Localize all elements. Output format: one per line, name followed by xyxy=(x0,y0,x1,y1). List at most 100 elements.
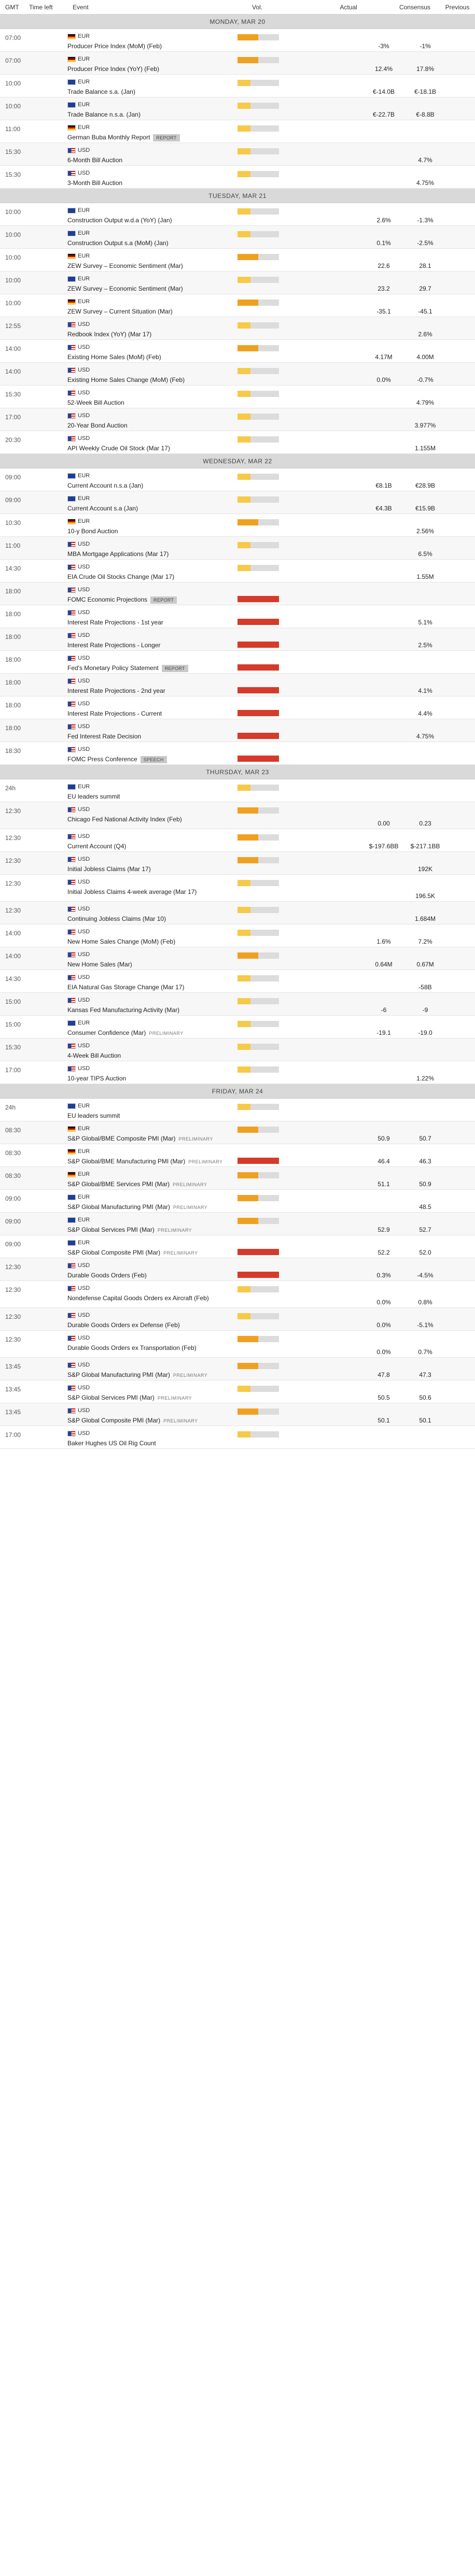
event-name[interactable]: Producer Price Index (MoM) (Feb) xyxy=(67,42,162,50)
event-name-text[interactable]: Trade Balance s.a. (Jan) xyxy=(67,88,135,95)
event-name-text[interactable]: New Home Sales Change (MoM) (Feb) xyxy=(67,938,176,945)
table-row[interactable]: 11:00 USD MBA Mortgage Applications (Mar 1… xyxy=(0,537,475,560)
table-row[interactable]: 09:00 EUR S&P Global Manufacturing PMI (Ma… xyxy=(0,1190,475,1213)
table-row[interactable]: 12:30 USD Chicago Fed National Activity In… xyxy=(0,802,475,829)
table-row[interactable]: 10:30 EUR 10-y Bond Auction 2.56% xyxy=(0,514,475,537)
event-name[interactable]: Existing Home Sales Change (MoM) (Feb) xyxy=(67,376,185,383)
table-row[interactable]: 12:30 USD Durable Goods Orders ex Defense … xyxy=(0,1308,475,1331)
table-row[interactable]: 14:00 USD Existing Home Sales (MoM) (Feb) 4… xyxy=(0,340,475,363)
table-row[interactable]: 15:30 USD 52-Week Bill Auction 4.79% xyxy=(0,386,475,408)
event-name[interactable]: Redbook Index (YoY) (Mar 17) xyxy=(67,331,151,338)
event-name[interactable]: 20-Year Bond Auction xyxy=(67,422,128,429)
event-name-text[interactable]: S&P Global Manufacturing PMI (Mar) xyxy=(67,1203,170,1211)
table-row[interactable]: 15:30 USD 6-Month Bill Auction 4.7% xyxy=(0,143,475,166)
event-name-text[interactable]: Interest Rate Projections - 2nd year xyxy=(67,687,165,694)
event-name-text[interactable]: Existing Home Sales Change (MoM) (Feb) xyxy=(67,376,185,383)
event-name-text[interactable]: 4-Week Bill Auction xyxy=(67,1052,121,1059)
event-name-text[interactable]: MBA Mortgage Applications (Mar 17) xyxy=(67,550,169,558)
event-name[interactable]: Current Account (Q4) xyxy=(67,843,126,850)
event-name[interactable]: 3-Month Bill Auction xyxy=(67,179,122,187)
event-name-text[interactable]: Existing Home Sales (MoM) (Feb) xyxy=(67,353,161,361)
event-name-text[interactable]: Interest Rate Projections - Current xyxy=(67,710,162,717)
table-row[interactable]: 11:00 EUR German Buba Monthly Report REPORT xyxy=(0,120,475,143)
table-row[interactable]: 18:00 USD Fed's Monetary Policy Statement R… xyxy=(0,651,475,674)
event-name[interactable]: S&P Global Manufacturing PMI (Mar) PRELIM… xyxy=(67,1371,207,1378)
table-row[interactable]: 08:30 EUR S&P Global/BME Composite PMI (Ma… xyxy=(0,1121,475,1144)
event-name-text[interactable]: FOMC Economic Projections xyxy=(67,596,148,603)
event-name[interactable]: S&P Global/BME Services PMI (Mar) PRELIMI… xyxy=(67,1180,207,1188)
table-row[interactable]: 15:30 USD 4-Week Bill Auction xyxy=(0,1038,475,1061)
event-name-text[interactable]: EU leaders summit xyxy=(67,1112,120,1119)
event-name-text[interactable]: New Home Sales (Mar) xyxy=(67,961,132,968)
table-row[interactable]: 07:00 EUR Producer Price Index (YoY) (Feb)… xyxy=(0,52,475,75)
event-name-text[interactable]: Producer Price Index (MoM) (Feb) xyxy=(67,42,162,50)
table-row[interactable]: 12:30 USD Nondefense Capital Goods Orders … xyxy=(0,1281,475,1308)
event-name[interactable]: S&P Global Services PMI (Mar) PRELIMINARY xyxy=(67,1226,192,1233)
table-row[interactable]: 24h EUR EU leaders summit xyxy=(0,779,475,802)
event-name-text[interactable]: Durable Goods Orders ex Transportation (… xyxy=(67,1344,197,1351)
event-name[interactable]: 52-Week Bill Auction xyxy=(67,399,124,406)
event-name[interactable]: FOMC Economic Projections REPORT xyxy=(67,596,177,604)
event-name-text[interactable]: ZEW Survey – Economic Sentiment (Mar) xyxy=(67,285,183,292)
event-name-text[interactable]: Continuing Jobless Claims (Mar 10) xyxy=(67,915,166,922)
event-name[interactable]: Durable Goods Orders ex Transportation (… xyxy=(67,1344,197,1351)
table-row[interactable]: 10:00 EUR ZEW Survey – Economic Sentiment … xyxy=(0,249,475,272)
event-name[interactable]: Interest Rate Projections - Current xyxy=(67,710,162,717)
event-name-text[interactable]: S&P Global/BME Composite PMI (Mar) xyxy=(67,1135,176,1142)
table-row[interactable]: 18:00 USD Interest Rate Projections - Curr… xyxy=(0,696,475,719)
table-row[interactable]: 12:30 USD Current Account (Q4) $-197.6BB $-2… xyxy=(0,829,475,852)
table-row[interactable]: 24h EUR EU leaders summit xyxy=(0,1099,475,1121)
table-row[interactable]: 13:45 USD S&P Global Services PMI (Mar) PRE… xyxy=(0,1380,475,1403)
event-name-text[interactable]: S&P Global/BME Services PMI (Mar) xyxy=(67,1180,170,1188)
event-name[interactable]: New Home Sales Change (MoM) (Feb) xyxy=(67,938,175,945)
event-name[interactable]: MBA Mortgage Applications (Mar 17) xyxy=(67,550,169,558)
event-name-text[interactable]: 10-year TIPS Auction xyxy=(67,1075,127,1082)
event-name-text[interactable]: S&P Global Composite PMI (Mar) xyxy=(67,1249,161,1256)
event-name-text[interactable]: 20-Year Bond Auction xyxy=(67,422,128,429)
event-name-text[interactable]: Kansas Fed Manufacturing Activity (Mar) xyxy=(67,1006,180,1014)
event-name-text[interactable]: S&P Global Services PMI (Mar) xyxy=(67,1394,155,1401)
table-row[interactable]: 12:30 USD Continuing Jobless Claims (Mar 1… xyxy=(0,902,475,924)
table-row[interactable]: 10:00 EUR ZEW Survey – Current Situation (… xyxy=(0,294,475,317)
table-row[interactable]: 15:30 USD 3-Month Bill Auction 4.75% xyxy=(0,166,475,189)
table-row[interactable]: 14:30 USD EIA Natural Gas Storage Change (… xyxy=(0,970,475,993)
event-name[interactable]: Producer Price Index (YoY) (Feb) xyxy=(67,65,159,73)
event-name[interactable]: FOMC Press Conference SPEECH xyxy=(67,756,167,763)
event-name-text[interactable]: EIA Crude Oil Stocks Change (Mar 17) xyxy=(67,573,175,580)
event-name[interactable]: S&P Global/BME Manufacturing PMI (Mar) PR… xyxy=(67,1158,223,1165)
event-name-text[interactable]: Current Account s.a (Jan) xyxy=(67,505,138,512)
table-row[interactable]: 07:00 EUR Producer Price Index (MoM) (Feb)… xyxy=(0,29,475,52)
event-name-text[interactable]: Durable Goods Orders ex Defense (Feb) xyxy=(67,1321,180,1329)
event-name[interactable]: Existing Home Sales (MoM) (Feb) xyxy=(67,353,161,361)
event-name[interactable]: Durable Goods Orders ex Defense (Feb) xyxy=(67,1321,180,1329)
event-name[interactable]: EU leaders summit xyxy=(67,1112,120,1119)
event-name-text[interactable]: EIA Natural Gas Storage Change (Mar 17) xyxy=(67,984,185,991)
event-name-text[interactable]: ZEW Survey – Economic Sentiment (Mar) xyxy=(67,262,183,269)
table-row[interactable]: 17:00 USD 20-Year Bond Auction 3.977% xyxy=(0,408,475,431)
event-name-text[interactable]: Fed Interest Rate Decision xyxy=(67,733,142,740)
event-name[interactable]: Fed's Monetary Policy Statement REPORT xyxy=(67,664,188,672)
table-row[interactable]: 13:45 USD S&P Global Composite PMI (Mar) PR… xyxy=(0,1403,475,1426)
event-name[interactable]: S&P Global/BME Composite PMI (Mar) PRELIM… xyxy=(67,1135,213,1142)
table-row[interactable]: 12:30 USD Durable Goods Orders ex Transpor… xyxy=(0,1331,475,1358)
table-row[interactable]: 10:00 EUR Construction Output w.d.a (YoY) … xyxy=(0,203,475,226)
table-row[interactable]: 15:00 USD Kansas Fed Manufacturing Activit… xyxy=(0,993,475,1016)
table-row[interactable]: 14:30 USD EIA Crude Oil Stocks Change (Mar… xyxy=(0,560,475,582)
event-name[interactable]: ZEW Survey – Current Situation (Mar) xyxy=(67,308,173,315)
event-name-text[interactable]: S&P Global Services PMI (Mar) xyxy=(67,1226,155,1233)
table-row[interactable]: 14:00 USD New Home Sales Change (MoM) (Feb… xyxy=(0,924,475,947)
table-row[interactable]: 14:00 USD New Home Sales (Mar) 0.64M 0.67M xyxy=(0,947,475,970)
event-name[interactable]: 4-Week Bill Auction xyxy=(67,1052,121,1059)
event-name[interactable]: Current Account s.a (Jan) xyxy=(67,505,138,512)
table-row[interactable]: 09:00 EUR Current Account n.s.a (Jan) €8.1B… xyxy=(0,468,475,491)
table-row[interactable]: 08:30 EUR S&P Global/BME Manufacturing PMI… xyxy=(0,1144,475,1167)
table-row[interactable]: 17:00 USD 10-year TIPS Auction 1.22% xyxy=(0,1061,475,1084)
event-name-text[interactable]: German Buba Monthly Report xyxy=(67,134,150,141)
event-name[interactable]: ZEW Survey – Economic Sentiment (Mar) xyxy=(67,262,183,269)
table-row[interactable]: 10:00 EUR Construction Output s.a (MoM) (J… xyxy=(0,226,475,249)
event-name-text[interactable]: 3-Month Bill Auction xyxy=(67,179,123,187)
table-row[interactable]: 18:00 USD Interest Rate Projections - 2nd … xyxy=(0,674,475,696)
event-name-text[interactable]: 6-Month Bill Auction xyxy=(67,156,123,164)
event-name-text[interactable]: Fed's Monetary Policy Statement xyxy=(67,664,159,672)
event-name[interactable]: ZEW Survey – Economic Sentiment (Mar) xyxy=(67,285,183,292)
